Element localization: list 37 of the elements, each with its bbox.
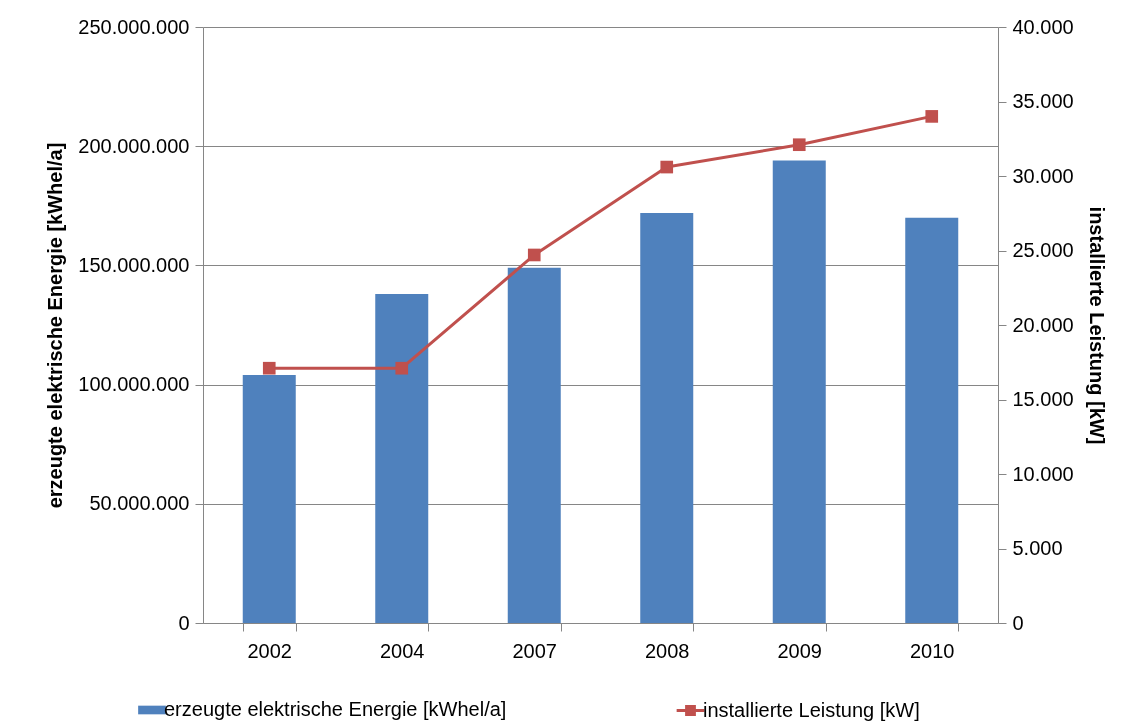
legend-label: installierte Leistung [kW] (703, 698, 920, 721)
point (925, 110, 939, 123)
y2-axis-title: installierte Leistung [kW] (1085, 206, 1108, 445)
y-tick-label: 100.000.000 (78, 373, 190, 396)
x-tick-label: 2004 (380, 639, 425, 662)
point (262, 361, 276, 375)
y-axis-title: erzeugte elektrische Energie [kWhel/a] (44, 142, 67, 509)
y-tick-label: 150.000.000 (78, 253, 190, 276)
y2-tick-label: 10.000 (1012, 462, 1074, 485)
y-tick-label: 50.000.000 (89, 492, 190, 515)
y2-tick-label: 30.000 (1012, 164, 1074, 187)
x-tick-label: 2002 (247, 639, 292, 662)
y-tick-label: 250.000.000 (78, 15, 190, 38)
y-tick-label: 200.000.000 (78, 134, 190, 157)
point (660, 160, 674, 174)
point (527, 248, 541, 262)
y2-tick-label: 20.000 (1012, 313, 1074, 336)
bar (242, 375, 296, 623)
bar (375, 294, 429, 623)
legend-label: erzeugte elektrische Energie [kWhel/a] (164, 698, 507, 720)
bar (772, 160, 826, 623)
x-tick-label: 2009 (777, 639, 822, 662)
y2-tick-label: 15.000 (1012, 388, 1074, 410)
bar (905, 217, 959, 623)
y2-tick-label: 0 (1012, 611, 1024, 634)
bar (507, 267, 561, 623)
x-tick-label: 2010 (910, 639, 955, 662)
y2-tick-label: 35.000 (1012, 90, 1074, 112)
bar (640, 212, 694, 623)
y2-tick-label: 5.000 (1012, 537, 1063, 559)
point (395, 361, 409, 375)
y-tick-label: 0 (178, 611, 190, 634)
y2-tick-label: 40.000 (1012, 15, 1074, 38)
point (792, 138, 806, 152)
x-tick-label: 2007 (512, 639, 557, 662)
x-tick-label: 2008 (645, 639, 690, 662)
y2-tick-label: 25.000 (1012, 239, 1074, 261)
